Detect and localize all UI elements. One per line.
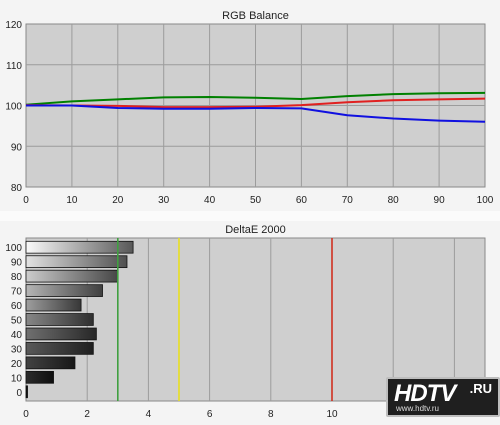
bar-60	[25, 298, 82, 312]
x-tick-label: 6	[207, 409, 213, 420]
deltae-2000-chart: DeltaE 200002468101214100908070605040302…	[5, 224, 486, 420]
x-tick-label: 8	[268, 409, 274, 420]
bar-40	[25, 327, 97, 341]
category-label: 80	[11, 272, 23, 283]
x-tick-label: 10	[326, 409, 338, 420]
category-label: 40	[11, 330, 23, 341]
bar-50	[25, 313, 94, 326]
category-label: 50	[11, 316, 23, 327]
category-label: 90	[11, 258, 23, 269]
series-red-line	[25, 97, 486, 109]
bar-80	[25, 269, 119, 283]
y-tick-label: 100	[5, 102, 22, 113]
category-label: 10	[11, 373, 23, 384]
y-tick-label: 90	[11, 142, 23, 153]
bar-100	[25, 240, 134, 254]
chart-title: RGB Balance	[222, 10, 289, 22]
x-tick-label: 50	[250, 195, 262, 206]
bar-30	[25, 342, 94, 355]
x-tick-label: 90	[434, 195, 446, 206]
x-tick-label: 2	[84, 409, 90, 420]
x-tick-label: 70	[342, 195, 354, 206]
bar-20	[25, 356, 76, 370]
rgb-balance-chart: RGB Balance 0 10 20 30 40 50 60 70 80 90 100 80 90 100…	[5, 10, 494, 206]
watermark-tld-text: .RU	[469, 381, 492, 396]
chart-divider	[0, 211, 500, 221]
bar-0	[25, 385, 28, 399]
x-tick-label: 10	[66, 195, 78, 206]
bar-70	[25, 284, 103, 297]
y-tick-label: 120	[5, 20, 22, 31]
x-tick-label: 30	[158, 195, 170, 206]
x-tick-label: 40	[204, 195, 216, 206]
y-tick-label: 80	[11, 183, 23, 194]
x-tick-label: 0	[23, 195, 29, 206]
x-tick-label: 4	[146, 409, 152, 420]
x-tick-label: 0	[23, 409, 29, 420]
category-label: 0	[16, 388, 22, 399]
category-label: 30	[11, 344, 23, 355]
bar-10	[25, 370, 54, 384]
x-tick-label: 60	[296, 195, 308, 206]
y-tick-label: 110	[6, 61, 22, 72]
series-blue-line	[26, 104, 486, 123]
x-tick-label: 80	[388, 195, 400, 206]
bar-90	[25, 255, 128, 269]
x-tick-label: 20	[112, 195, 124, 206]
x-tick-label: 100	[477, 195, 494, 206]
watermark-logo-text: HDTV	[394, 380, 456, 407]
category-label: 70	[11, 287, 23, 298]
category-label: 60	[11, 301, 23, 312]
chart-title: DeltaE 2000	[225, 224, 286, 236]
series-green-line	[25, 91, 486, 106]
category-label: 100	[5, 243, 22, 254]
category-label: 20	[11, 359, 23, 370]
watermark-logo: HDTV .RU www.hdtv.ru	[386, 377, 500, 417]
watermark-url-text: www.hdtv.ru	[396, 404, 439, 413]
